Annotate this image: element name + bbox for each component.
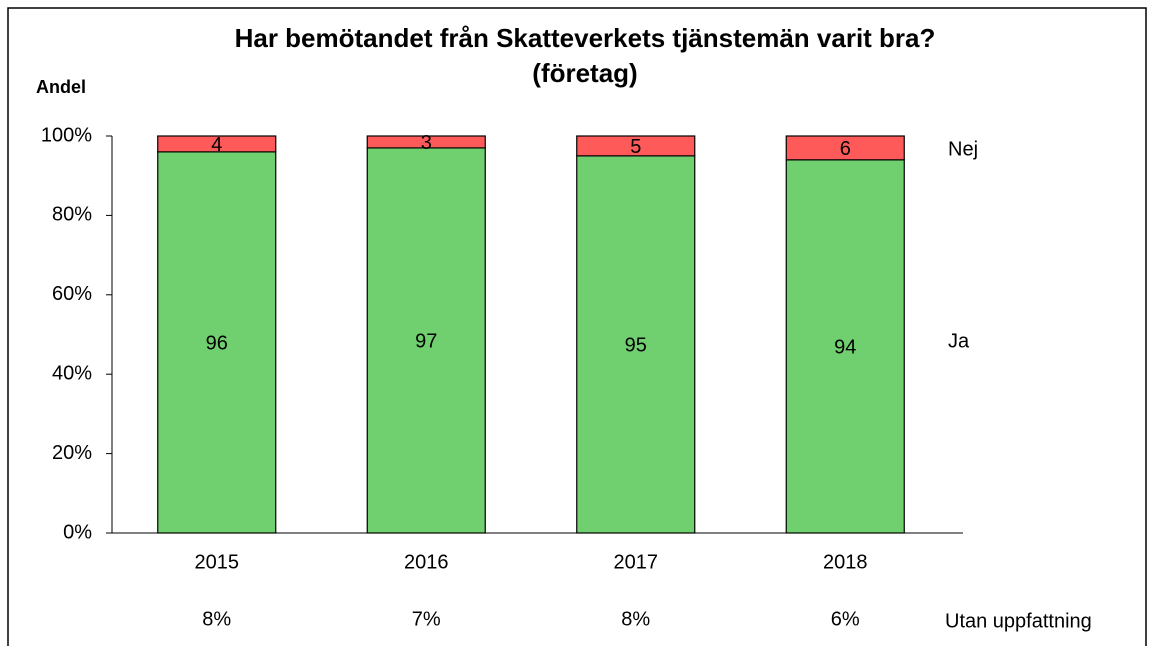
y-tick-label: 80%	[52, 204, 92, 226]
y-tick-label: 0%	[63, 521, 92, 543]
x-tick-label: 2016	[404, 551, 449, 573]
bar-segment	[785, 135, 905, 161]
x-tick-label: 2017	[614, 551, 659, 573]
chart-subtitle: (företag)	[532, 58, 637, 88]
no-opinion-value: 8%	[202, 608, 231, 630]
no-opinion-value: 8%	[621, 608, 650, 630]
x-tick-label: 2015	[195, 551, 240, 573]
data-label: 94	[834, 337, 856, 359]
bar-segment	[576, 155, 696, 534]
bar-segment	[366, 147, 486, 534]
y-tick-label: 60%	[52, 283, 92, 305]
series-label: Nej	[948, 138, 978, 160]
y-axis-label: Andel	[36, 77, 86, 97]
x-tick-label: 2018	[823, 551, 868, 573]
data-label: 5	[630, 136, 641, 158]
bar-segment	[157, 135, 277, 153]
no-opinion-label: Utan uppfattning	[945, 610, 1092, 632]
y-tick-label: 20%	[52, 442, 92, 464]
data-label: 6	[840, 138, 851, 160]
data-label: 3	[421, 132, 432, 154]
data-label: 4	[211, 134, 222, 156]
bar-segment	[366, 135, 486, 149]
data-label: 96	[206, 333, 228, 355]
chart-title: Har bemötandet från Skatteverkets tjänst…	[235, 23, 936, 53]
y-tick-label: 100%	[41, 124, 92, 146]
y-tick-label: 40%	[52, 362, 92, 384]
no-opinion-value: 7%	[412, 608, 441, 630]
bar-segment	[576, 135, 696, 157]
series-label: Ja	[948, 331, 970, 353]
no-opinion-value: 6%	[831, 608, 860, 630]
data-label: 95	[625, 335, 647, 357]
bar-segment	[785, 159, 905, 534]
data-label: 97	[415, 331, 437, 353]
